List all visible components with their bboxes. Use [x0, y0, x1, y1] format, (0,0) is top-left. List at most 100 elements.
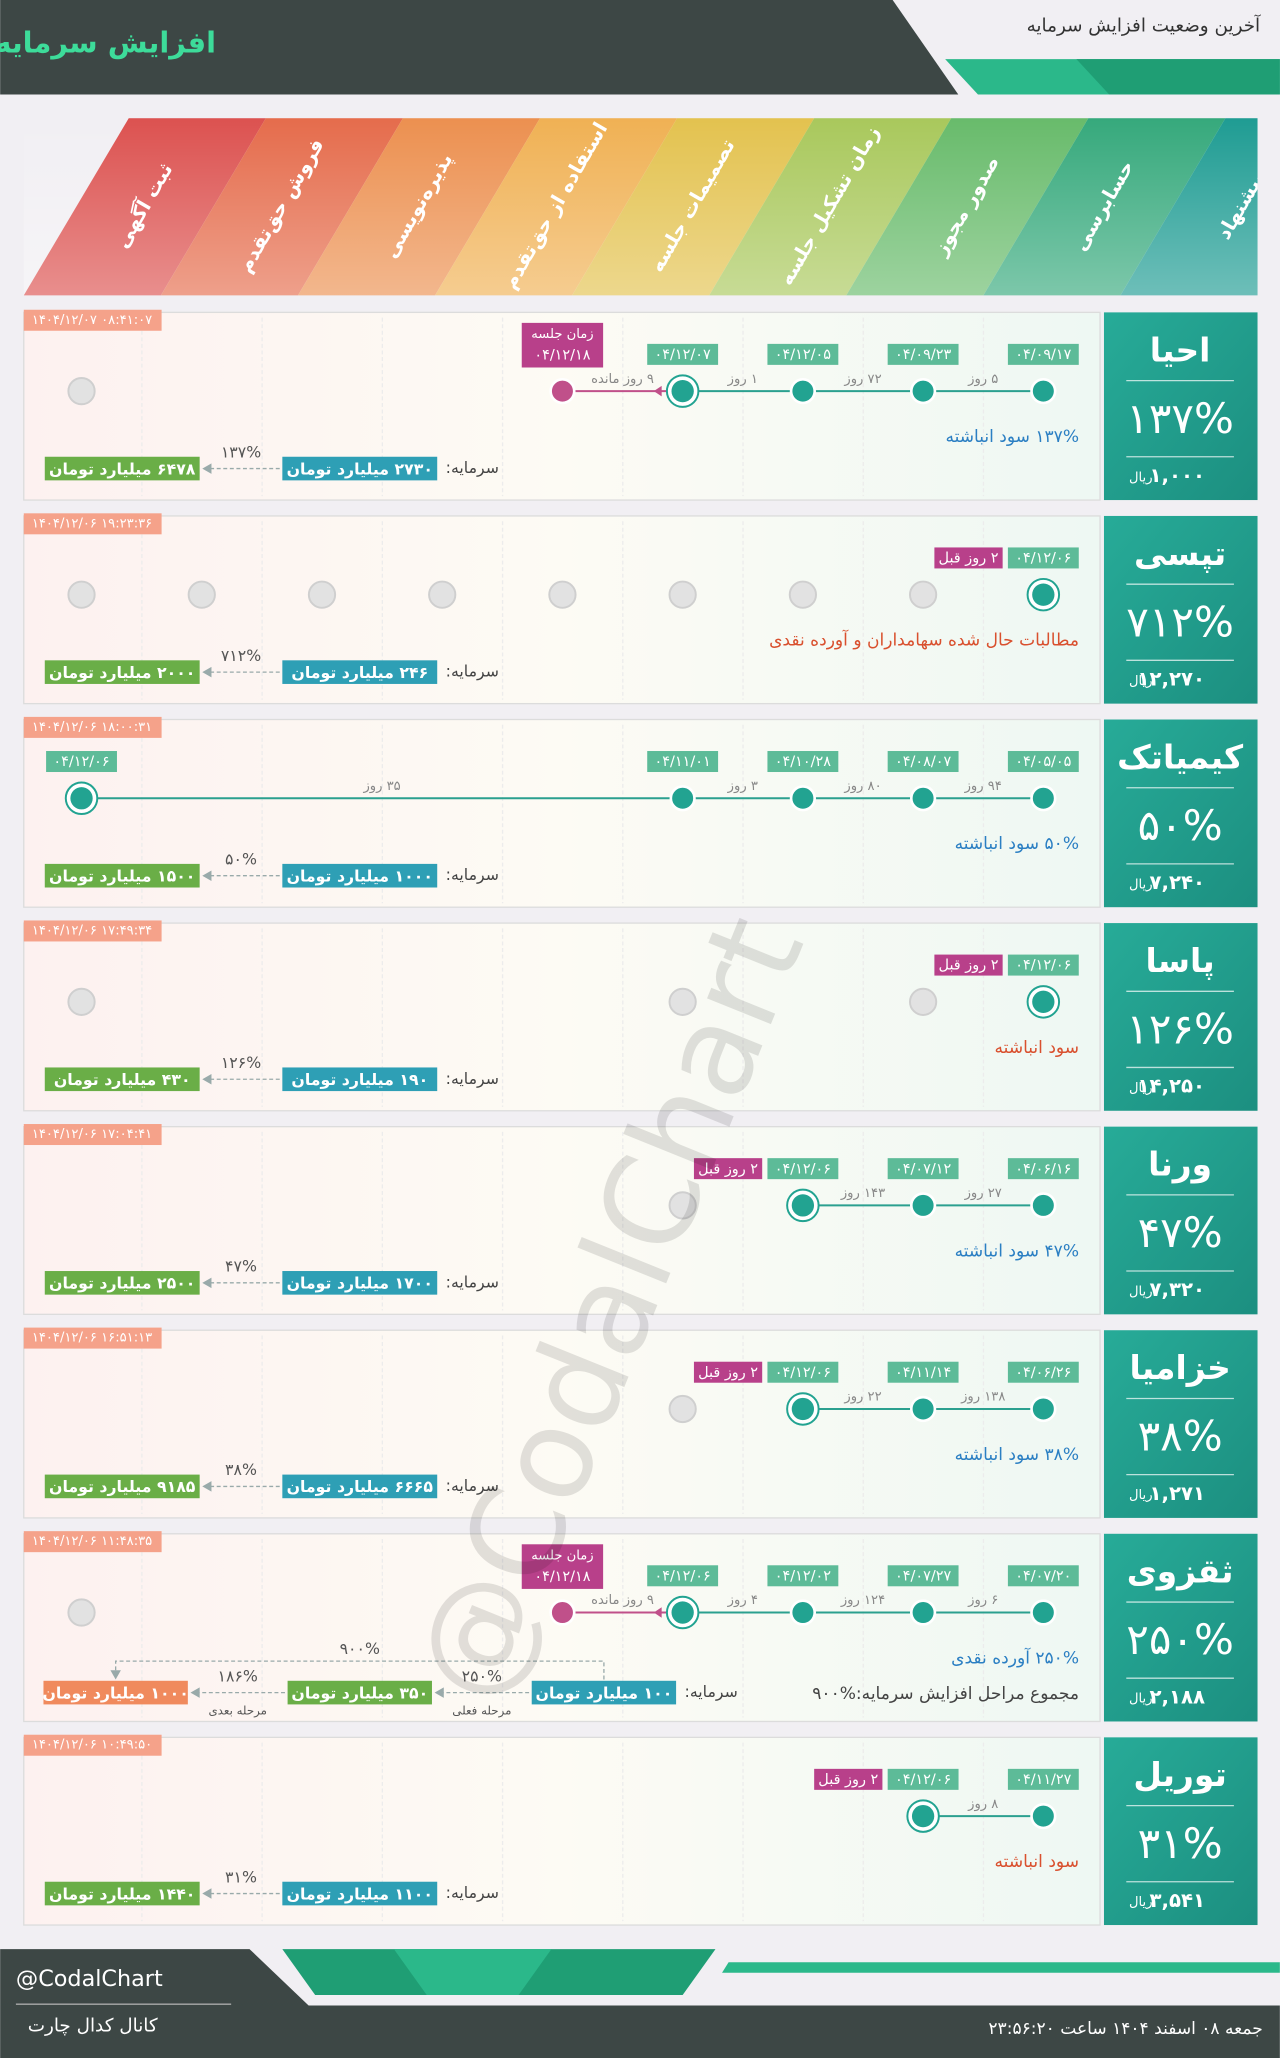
stage-header: ثبت آگهی فروش حق‌تقدم پذیره‌نویسی استفاده ا… — [23, 118, 1258, 296]
ago-label: ۲ روز قبل — [939, 551, 999, 567]
step-current — [1032, 990, 1055, 1013]
currency: ریال — [1129, 1692, 1153, 1707]
date-badge — [647, 1565, 719, 1587]
ratio-name: مرحله فعلی — [452, 1703, 511, 1718]
gap-label: ۸۰ روز — [843, 779, 881, 794]
price: ۱,۲۷۱ — [1150, 1482, 1206, 1505]
amount-box — [282, 1474, 438, 1499]
ratio-name: مرحله بعدی — [208, 1703, 267, 1718]
step-pending — [187, 580, 216, 609]
step-done — [789, 378, 817, 405]
date: ۰۴/۱۲/۰۶ — [53, 754, 109, 770]
date: ۰۴/۱۲/۰۶ — [1015, 551, 1071, 567]
gap-label: ۳ روز — [727, 779, 758, 794]
amount: ۱۰۰۰ میلیارد تومان — [42, 1683, 188, 1702]
date-badge — [647, 343, 719, 365]
currency: ریال — [1129, 1285, 1153, 1300]
arrow-head — [110, 1670, 121, 1680]
arrow-head — [202, 1074, 212, 1085]
gap-label: ۹ روز مانده — [591, 372, 654, 387]
row-card — [23, 1329, 1101, 1519]
date: ۰۴/۱۱/۱۴ — [895, 1365, 951, 1381]
arrow-head — [202, 666, 212, 678]
step-current — [70, 787, 93, 810]
amount-box — [282, 1067, 438, 1092]
footer-channel: کانال کدال چارت — [28, 2016, 158, 2037]
ago-badge — [934, 954, 1003, 976]
side-panel — [1103, 515, 1258, 704]
capital-label: سرمایه: — [446, 1883, 499, 1903]
ratio: ۴۷% — [225, 1257, 257, 1276]
step-pending — [307, 580, 337, 609]
note: ۵۰% سود انباشته — [955, 834, 1079, 854]
date: ۰۴/۱۲/۰۶ — [1015, 958, 1071, 974]
gap-label: ۹ روز مانده — [591, 1593, 654, 1608]
footer-bar — [0, 1949, 1280, 2058]
side-panel — [1103, 312, 1258, 501]
currency: ریال — [1129, 877, 1153, 892]
date: ۰۴/۱۲/۰۶ — [895, 1772, 951, 1788]
subtitle: آخرین وضعیت افزایش سرمایه — [1027, 13, 1261, 36]
step-pending — [668, 987, 697, 1016]
step-done — [1030, 378, 1057, 405]
price: ۲,۱۸۸ — [1150, 1685, 1206, 1708]
step-done — [909, 1395, 937, 1423]
timestamp-badge — [23, 1124, 162, 1146]
step-meeting — [549, 1599, 576, 1626]
step-current — [791, 1194, 815, 1217]
percent: ۳۱% — [1138, 1819, 1223, 1868]
symbol-name: احیا — [1150, 331, 1211, 369]
amount-box — [282, 1881, 438, 1906]
percent: ۲۵۰% — [1126, 1615, 1234, 1664]
gap-label: ۴ روز — [727, 1593, 758, 1608]
gap-label: ۲۷ روز — [964, 1186, 1002, 1201]
amount-box — [44, 863, 200, 888]
percent: ۵۰% — [1138, 801, 1223, 850]
date-badge — [887, 1768, 959, 1790]
step-pending — [548, 580, 577, 609]
arrow-head — [202, 1277, 212, 1289]
amount-box — [44, 456, 200, 481]
ratio: ۳۱% — [225, 1867, 257, 1886]
ago-badge — [693, 1158, 763, 1180]
step-pending — [668, 580, 697, 609]
timestamp: ۱۴۰۴/۱۲/۰۶ ۱۸:۰۰:۳۱ — [32, 720, 152, 735]
date-badge — [887, 1361, 959, 1383]
price: ۷,۳۲۰ — [1150, 1278, 1206, 1301]
date-badge — [1007, 954, 1079, 976]
arrow-head — [190, 1687, 200, 1698]
price: ۱,۰۰۰ — [1150, 464, 1206, 487]
note: مطالبات حال شده سهامداران و آورده نقدی — [769, 629, 1079, 651]
date-badge — [767, 1361, 839, 1383]
amount: ۲۷۳۰ میلیارد تومان — [287, 459, 433, 478]
amount-box — [282, 660, 438, 684]
symbol-name: خزامیا — [1129, 1349, 1230, 1387]
step-pending — [67, 1598, 96, 1627]
side-panel — [1103, 923, 1258, 1111]
date: ۰۴/۱۲/۰۶ — [655, 1568, 711, 1584]
currency: ریال — [1129, 470, 1153, 485]
date: ۰۴/۰۵/۰۵ — [1015, 754, 1071, 770]
timestamp-badge — [23, 716, 162, 738]
note: ۳۸% سود انباشته — [955, 1445, 1079, 1465]
total-note: مجموع مراحل افزایش سرمایه:%۹۰۰ — [812, 1684, 1079, 1704]
date: ۰۴/۱۲/۰۲ — [775, 1568, 831, 1584]
step-pending — [668, 1394, 697, 1424]
date-badge — [767, 751, 839, 773]
symbol-name: تپسی — [1134, 535, 1226, 573]
stage-shade — [23, 118, 1258, 296]
date: ۰۴/۱۰/۲۸ — [775, 754, 831, 770]
timestamp: ۱۴۰۴/۱۲/۰۶ ۱۶:۵۱:۱۳ — [32, 1331, 152, 1346]
stripe — [722, 1962, 1280, 1973]
date: ۰۴/۱۲/۰۵ — [775, 347, 831, 363]
capital-label: سرمایه: — [446, 1272, 499, 1292]
gap-label: ۹۴ روز — [964, 779, 1002, 794]
gap-label: ۷۲ روز — [843, 372, 881, 387]
ratio: ۱۳۷% — [221, 442, 261, 461]
gap-label: ۱ روز — [727, 372, 758, 387]
capital-label: سرمایه: — [446, 865, 499, 885]
step-current — [671, 1601, 694, 1624]
step-pending — [668, 1191, 697, 1220]
